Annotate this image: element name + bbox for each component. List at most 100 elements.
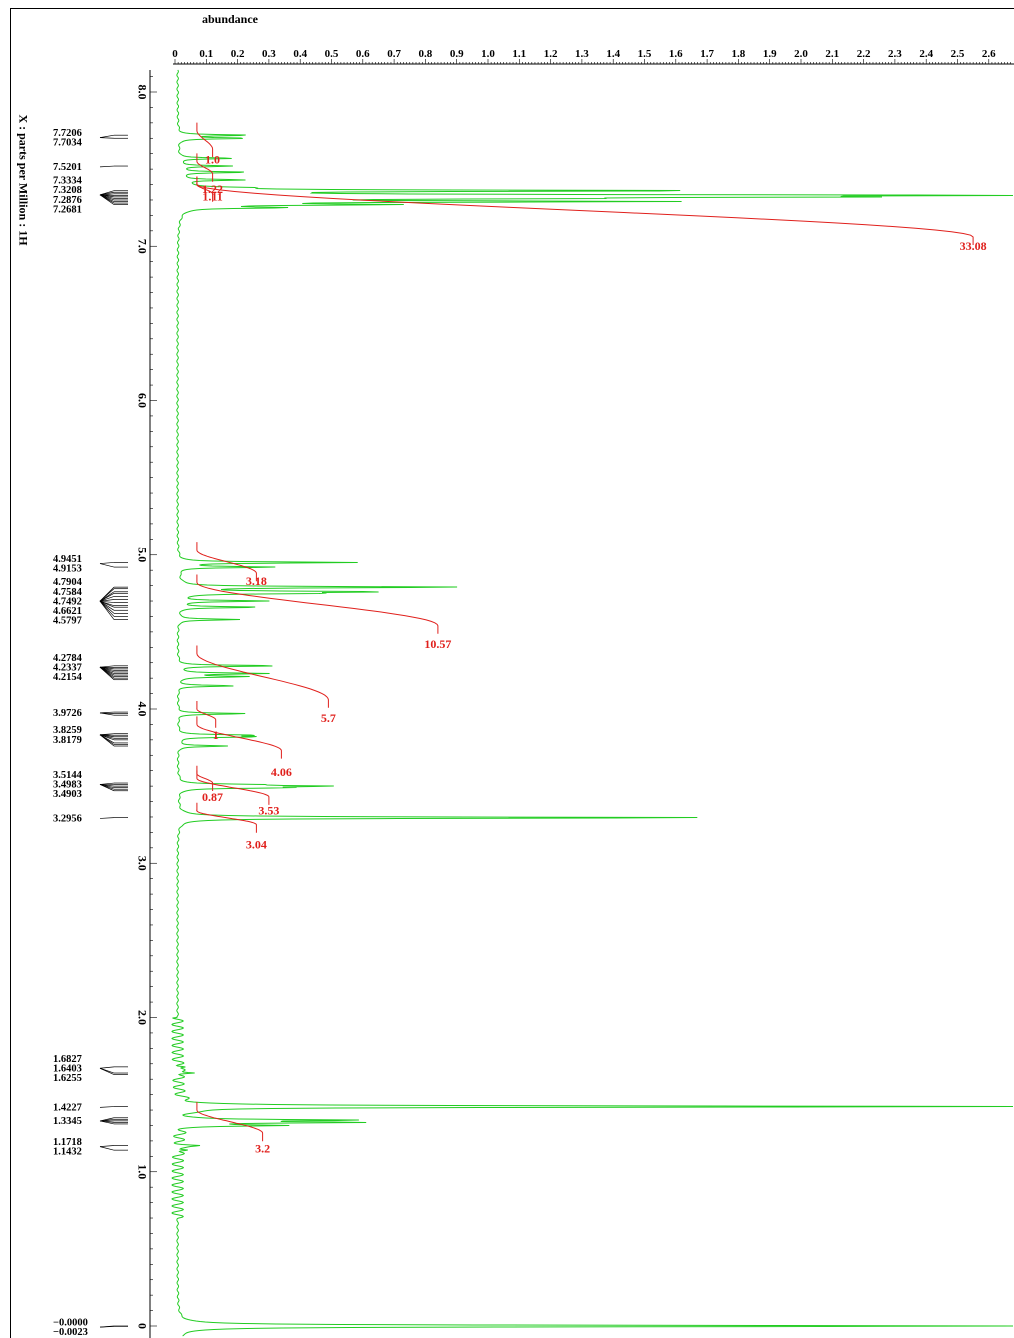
peak-shift-label: 3.2956 <box>53 814 82 825</box>
integral-curve <box>196 716 282 759</box>
peak-connector-line <box>99 600 115 608</box>
y-tick-label: 2.0 <box>135 1010 149 1025</box>
integral-curve <box>196 770 270 805</box>
peak-shift-label: 3.9726 <box>53 708 82 719</box>
x-tick-label: 0.5 <box>325 48 339 60</box>
peak-shift-label: 7.2681 <box>53 204 82 215</box>
peak-shift-label: 7.7206 <box>53 128 82 139</box>
y-tick-label: 5.0 <box>135 547 149 562</box>
x-tick-label: 0.6 <box>356 48 370 60</box>
peak-shift-label: 4.2784 <box>53 653 83 664</box>
integral-curve <box>196 176 214 202</box>
integral-value-label: 1.11 <box>202 190 222 204</box>
integral-value-label: 0.87 <box>202 790 223 804</box>
integral-value-label: 3.04 <box>246 838 267 852</box>
peak-connector-line <box>99 712 115 716</box>
integral-curve <box>196 153 214 182</box>
x-tick-label: 0.4 <box>293 48 307 60</box>
x-tick-label: 2.2 <box>857 48 871 60</box>
peak-shift-label: −0.0023 <box>53 1327 88 1338</box>
y-tick-label: 1.0 <box>135 1164 149 1179</box>
peak-connector-line <box>99 588 115 602</box>
peak-connector-line <box>99 165 115 168</box>
plot-frame <box>10 8 1014 1338</box>
peak-shift-label: 4.7904 <box>53 577 83 588</box>
x-tick-label: 1.7 <box>700 48 714 60</box>
axes-layer: abundance 0 0.1 0.2 0.3 0.4 0.5 0.6 0.7 0.8 0.9 1.0… <box>16 12 1014 1338</box>
integral-curve <box>196 1102 264 1142</box>
x-tick-label: 1.9 <box>763 48 777 60</box>
integral-value-label: 1.0 <box>205 153 220 167</box>
y-tick-label: 0 <box>135 1323 149 1329</box>
peak-shift-label: 4.9153 <box>53 564 82 575</box>
peak-connector-line <box>99 1106 115 1108</box>
peak-shift-label: 7.3208 <box>53 185 82 196</box>
integral-curve <box>196 701 217 728</box>
peak-connector-line <box>99 600 115 611</box>
x-tick-label: 1.1 <box>512 48 526 60</box>
peak-shift-label: −0.0000 <box>53 1318 88 1329</box>
integral-curve <box>196 645 329 708</box>
spectrum-trace-layer <box>171 69 1014 1337</box>
x-tick-label: 2.3 <box>888 48 902 60</box>
peak-shift-label: 1.1718 <box>53 1137 82 1148</box>
peak-connector-line <box>99 600 115 620</box>
x-tick-label: 2.0 <box>794 48 808 60</box>
peak-shift-label: 3.4903 <box>53 789 82 800</box>
x-tick-label: 1.4 <box>606 48 620 60</box>
peak-connector-line <box>99 784 115 792</box>
peak-shift-label: 3.5144 <box>53 770 83 781</box>
peak-shift-label: 4.9451 <box>53 554 82 565</box>
x-tick-label: 1.5 <box>638 48 652 60</box>
x-tick-label: 2.6 <box>982 48 996 60</box>
x-tick-label: 2.4 <box>919 48 933 60</box>
peak-connector-line <box>99 194 115 205</box>
y-tick-label: 6.0 <box>135 393 149 408</box>
y-tick-label: 3.0 <box>135 856 149 871</box>
spectrum-line <box>171 69 1014 1337</box>
peak-shift-label: 7.7034 <box>53 138 83 149</box>
y-tick-label: 4.0 <box>135 702 149 717</box>
x-tick-label: 1.0 <box>481 48 495 60</box>
x-tick-label: 1.2 <box>544 48 558 60</box>
peak-shift-label: 4.2154 <box>53 672 83 683</box>
x-tick-label: 0.9 <box>450 48 464 60</box>
peak-connector-line <box>99 734 115 747</box>
x-tick-label: 2.1 <box>825 48 839 60</box>
peak-shift-label: 3.8259 <box>53 725 82 736</box>
peak-connector-line <box>99 1145 115 1147</box>
peak-shift-label: 3.8179 <box>53 735 82 746</box>
peak-connector-line <box>99 137 115 139</box>
peak-shift-label: 4.5797 <box>53 616 82 627</box>
peak-shift-label: 1.6827 <box>53 1054 82 1065</box>
peak-connector-line <box>99 1326 115 1328</box>
peak-connector-line <box>99 1067 115 1075</box>
peak-connector-line <box>99 600 115 603</box>
peak-connector-line <box>99 562 115 564</box>
x-tick-label: 0.8 <box>419 48 433 60</box>
integral-value-label: 3.18 <box>246 574 267 588</box>
peak-shift-label: 1.6403 <box>53 1063 82 1074</box>
peak-connector-line <box>99 599 115 602</box>
integral-value-label: 4.06 <box>271 765 292 779</box>
peak-shift-label: 1.4227 <box>53 1103 82 1114</box>
integral-value-label: 1 <box>213 728 219 742</box>
peak-connector-line <box>99 563 115 568</box>
integral-curve <box>195 802 257 833</box>
peak-shift-label: 7.2876 <box>53 195 82 206</box>
integral-value-label: 5.7 <box>321 711 336 725</box>
x-tick-label: 0 <box>172 48 178 60</box>
peak-shift-label: 4.6621 <box>53 606 82 617</box>
peak-shift-label: 1.6255 <box>53 1073 82 1084</box>
peak-connector-line <box>99 1146 115 1151</box>
peak-shift-label: 1.1432 <box>53 1147 82 1158</box>
integral-curve <box>196 122 214 158</box>
peak-connector-line <box>99 666 115 680</box>
x-axis-title: abundance <box>202 12 259 26</box>
peak-shift-label: 7.5201 <box>53 162 82 173</box>
integral-value-label: 3.53 <box>258 804 279 818</box>
peak-connector-line <box>99 596 115 602</box>
peak-connector-line <box>99 734 115 741</box>
